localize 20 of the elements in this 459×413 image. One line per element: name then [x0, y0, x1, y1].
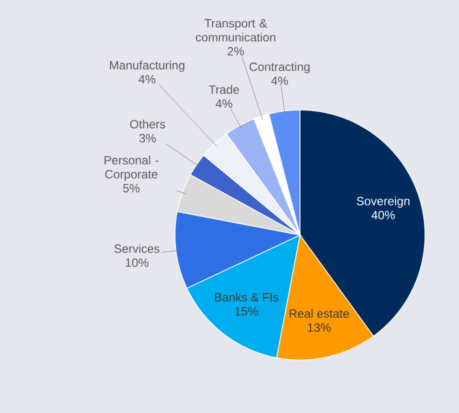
- data-label: 3%: [139, 134, 156, 142]
- slice-label: Personal - Corporate: [104, 156, 158, 181]
- data-label: 2%: [228, 47, 244, 56]
- data-label: 40%: [371, 210, 395, 220]
- slice-label: Contracting: [250, 62, 310, 74]
- slice-label: Real estate: [290, 308, 349, 318]
- slice-label: Banks & FIs: [215, 292, 278, 302]
- data-label: 13%: [308, 323, 331, 332]
- slice-label: Manufacturing: [110, 60, 184, 72]
- data-label: 4%: [138, 75, 156, 84]
- data-label: 4%: [216, 99, 232, 108]
- slice-label: Transport & communication: [196, 19, 276, 42]
- data-label: 15%: [235, 307, 258, 316]
- slice-label: Trade: [208, 85, 239, 94]
- slice-label: Sovereign: [356, 196, 410, 208]
- slice-label: Services: [114, 244, 160, 253]
- data-label: 10%: [126, 258, 148, 267]
- data-label: 5%: [123, 184, 140, 192]
- data-label: 4%: [271, 76, 288, 85]
- slice-label: Others: [130, 120, 166, 128]
